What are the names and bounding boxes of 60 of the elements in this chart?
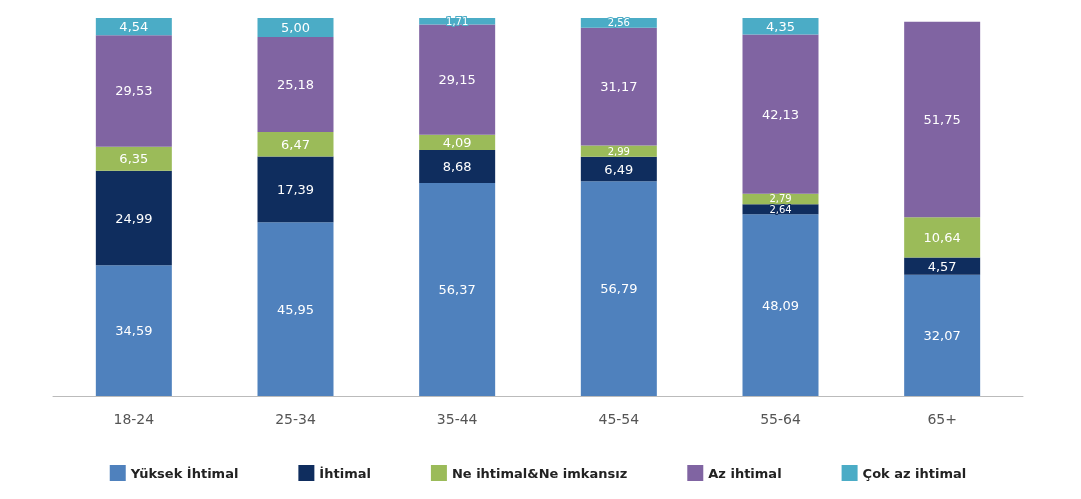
data-label: 29,53 [115, 83, 153, 99]
data-label: 29,15 [438, 72, 476, 88]
data-label: 17,39 [276, 181, 315, 197]
x-tick-label: 35-44 [436, 411, 478, 427]
bar [904, 274, 981, 396]
bar [95, 265, 172, 396]
bar [580, 27, 657, 146]
data-label: 5,00 [281, 19, 310, 35]
x-tick-label: 25-34 [275, 411, 316, 427]
bar [95, 35, 172, 147]
data-label: 10,64 [923, 229, 961, 245]
bar [257, 36, 334, 133]
bar [257, 18, 334, 37]
bar [95, 170, 172, 266]
bar [257, 222, 334, 396]
data-label: 8,68 [442, 159, 472, 175]
data-label: 4,35 [766, 18, 795, 34]
x-tick-label: 45-54 [598, 411, 640, 427]
data-label: 2,79 [769, 193, 792, 205]
data-label: 34,59 [115, 323, 153, 339]
bar [904, 21, 981, 218]
bar [580, 156, 657, 182]
data-label: 4,54 [119, 19, 149, 35]
legend-label: Yüksek İhtimal [129, 465, 239, 481]
data-label: 6,49 [604, 161, 634, 177]
data-label: 2,64 [769, 203, 792, 215]
data-label: 56,79 [600, 281, 638, 297]
data-label: 4,09 [442, 134, 472, 150]
data-label: 4,57 [927, 258, 957, 274]
legend-label: Az ihtimal [708, 465, 782, 481]
data-label: 2,99 [607, 145, 630, 157]
data-label: 24,99 [115, 210, 153, 226]
bar [904, 257, 981, 275]
bar [904, 217, 981, 258]
data-label: 32,07 [923, 327, 961, 343]
data-label: 6,47 [281, 136, 310, 152]
data-label: 45,95 [276, 301, 315, 317]
data-label: 56,37 [438, 281, 476, 297]
data-label: 2,56 [607, 17, 630, 29]
x-tick-label: 18-24 [113, 411, 155, 427]
data-label: 25,18 [276, 77, 315, 93]
bar [419, 24, 496, 135]
bar [742, 214, 819, 396]
bar [257, 156, 334, 223]
bar [742, 34, 819, 194]
x-tick-label: 55-64 [760, 411, 801, 427]
bar [419, 182, 496, 396]
bar [419, 150, 496, 183]
bar [580, 181, 657, 396]
x-tick-label: 65+ [927, 411, 957, 427]
legend-label: Ne ihtimal&Ne imkansız [451, 465, 628, 481]
bar [95, 146, 172, 171]
data-label: 48,09 [761, 297, 800, 313]
legend-label: Çok az ihtimal [862, 465, 967, 481]
bar [257, 132, 334, 157]
legend-label: İhtimal [319, 465, 371, 481]
data-label: 31,17 [600, 79, 638, 95]
data-label: 42,13 [761, 106, 800, 122]
data-label: 6,35 [119, 151, 149, 167]
data-label: 51,75 [923, 111, 961, 127]
